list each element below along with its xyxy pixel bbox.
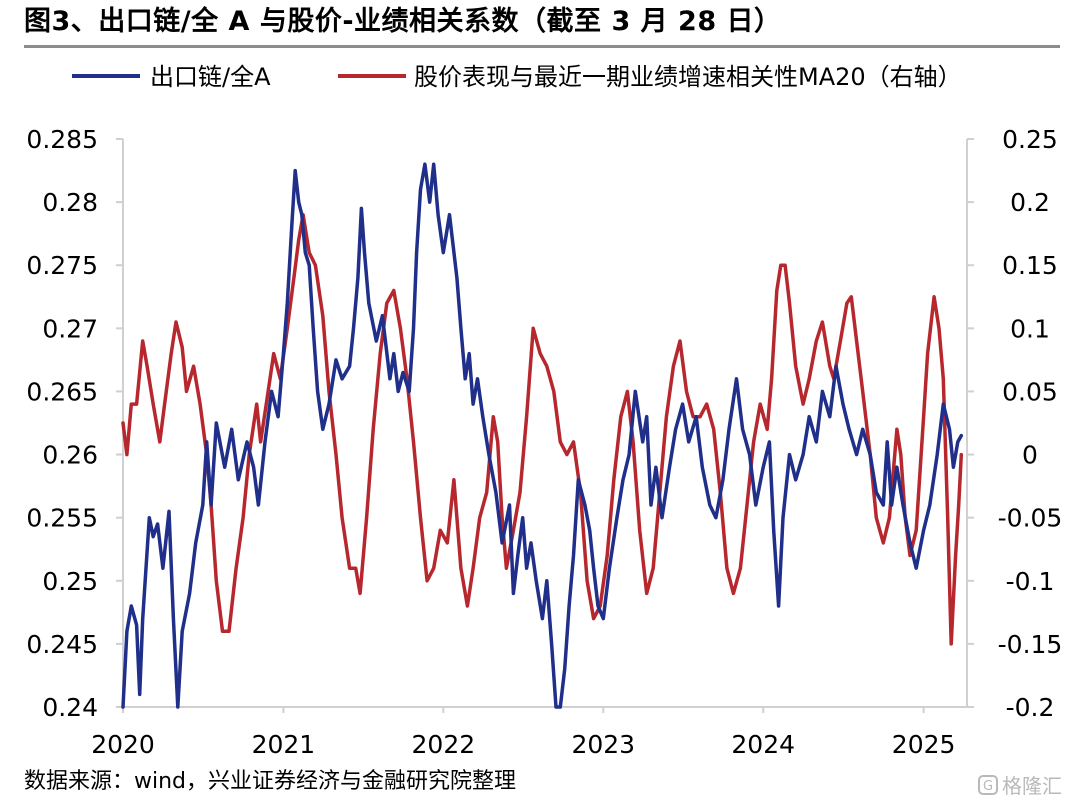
x-tick-label: 2020 [91,730,155,759]
x-tick-label: 2023 [571,730,635,759]
right-tick-label: 0.25 [1002,125,1058,154]
legend-label-correlation: 股价表现与最近一期业绩增速相关性MA20（右轴） [414,63,962,91]
right-tick-label: -0.15 [998,630,1063,659]
right-tick-label: 0.15 [1002,251,1058,280]
right-tick-label: 0.05 [1002,377,1058,406]
left-axis-ticks: 0.285 0.28 0.275 0.27 0.265 0.26 0.255 0.25 0.24… [26,125,123,722]
watermark: G 格隆汇 [978,770,1062,799]
left-tick-label: 0.265 [26,377,98,406]
watermark-logo-icon: G [978,774,998,795]
axes [122,139,968,708]
left-tick-label: 0.285 [26,125,98,154]
right-tick-label: -0.1 [1006,567,1055,596]
right-axis-ticks: 0.25 0.2 0.15 0.1 0.05 0 -0.05 -0.1 -0.15 -0.2 [967,125,1062,722]
left-tick-label: 0.255 [26,504,98,533]
left-tick-label: 0.26 [42,441,98,470]
watermark-text: 格隆汇 [1002,774,1062,798]
series-line-correlation-ma20 [121,212,964,646]
x-tick-label: 2024 [731,730,795,759]
x-tick-label: 2021 [252,730,316,759]
left-tick-label: 0.25 [42,567,98,596]
legend: 出口链/全A 股价表现与最近一期业绩增速相关性MA20（右轴） [72,63,962,91]
series-line-export-chain [121,162,964,709]
left-tick-label: 0.24 [42,693,98,722]
source-note: 数据来源：wind，兴业证券经济与金融研究院整理 [24,769,517,794]
left-tick-label: 0.27 [42,314,98,343]
right-tick-label: -0.05 [998,504,1063,533]
x-tick-label: 2025 [892,730,956,759]
x-tick-label: 2022 [412,730,476,759]
left-tick-label: 0.275 [26,251,98,280]
x-axis-ticks: 2020 2021 2022 2023 2024 2025 [91,707,955,759]
right-tick-label: -0.2 [1006,693,1055,722]
chart-title: 图3、出口链/全 A 与股价-业绩相关系数（截至 3 月 28 日） [24,6,782,37]
right-tick-label: 0.2 [1010,188,1050,217]
series-layer [121,162,964,709]
right-tick-label: 0.1 [1010,314,1050,343]
legend-label-export-chain: 出口链/全A [150,63,271,91]
title-divider [24,45,1060,48]
left-tick-label: 0.28 [42,188,98,217]
left-tick-label: 0.245 [26,630,98,659]
right-tick-label: 0 [1022,441,1038,470]
